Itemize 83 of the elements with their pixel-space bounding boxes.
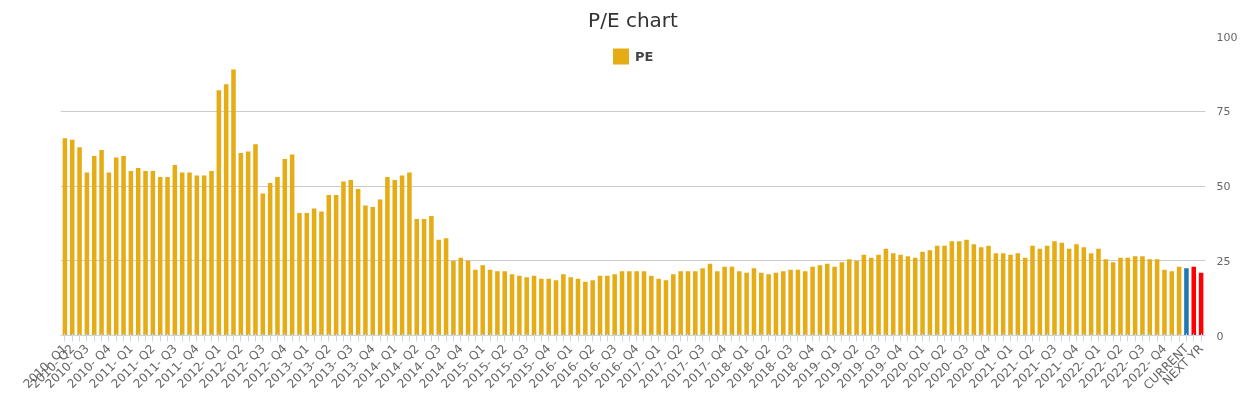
bar: [1052, 241, 1057, 336]
bar: [1118, 257, 1123, 336]
bar: [986, 245, 991, 336]
bar: [693, 271, 698, 336]
bar: [407, 172, 412, 336]
bar: [121, 156, 126, 336]
bar: [436, 239, 442, 336]
bar: [1096, 248, 1101, 336]
bar: [627, 271, 632, 336]
bar: [1008, 254, 1013, 336]
bar: [781, 271, 786, 336]
bar: [942, 245, 947, 336]
bar: [854, 260, 859, 336]
bar: [539, 278, 544, 336]
y-tick-label: 0: [1216, 329, 1224, 343]
bar: [524, 277, 529, 336]
bar: [1140, 256, 1145, 336]
bar: [275, 177, 280, 336]
bar: [99, 150, 104, 336]
bar: [568, 277, 573, 336]
bar: [341, 181, 346, 336]
bar: [69, 139, 75, 336]
bar: [737, 271, 742, 336]
bar: [649, 275, 654, 336]
bar: [1191, 266, 1197, 336]
bar: [392, 180, 398, 336]
bar: [253, 144, 258, 336]
bar: [868, 257, 874, 336]
chart-title: P/E chart: [588, 7, 679, 32]
bar: [1184, 268, 1189, 336]
bar: [319, 211, 324, 336]
y-tick-label: 50: [1216, 180, 1231, 193]
y-tick-label: 75: [1216, 105, 1231, 119]
bar: [722, 266, 727, 336]
bar: [517, 275, 522, 336]
bar: [846, 259, 852, 336]
bar: [502, 271, 507, 336]
bar: [920, 251, 925, 336]
bar: [802, 271, 808, 336]
bar: [671, 274, 676, 336]
bar: [590, 280, 595, 336]
bar: [634, 271, 639, 336]
bar: [77, 147, 82, 336]
legend-label: PE: [635, 48, 655, 64]
bar: [656, 278, 661, 336]
bar: [766, 274, 771, 336]
bar: [744, 272, 749, 336]
bar: [231, 69, 236, 336]
bar: [583, 281, 588, 336]
bar: [165, 177, 170, 336]
bar: [429, 215, 434, 336]
bar: [297, 212, 302, 336]
bar: [832, 266, 837, 336]
bar: [187, 172, 192, 336]
bar: [458, 257, 464, 336]
bar: [824, 263, 830, 336]
bar: [788, 269, 793, 336]
bar: [480, 265, 485, 336]
bar: [1162, 269, 1167, 336]
bar: [561, 274, 566, 336]
bar: [605, 275, 610, 336]
bar: [1030, 245, 1035, 336]
bar: [143, 171, 148, 336]
bar: [964, 239, 969, 336]
bar: [495, 271, 500, 336]
bar: [678, 271, 683, 336]
bar: [546, 278, 551, 336]
bar: [700, 268, 705, 336]
bar: [1074, 244, 1079, 336]
bar: [414, 218, 420, 336]
bar: [715, 271, 720, 336]
y-tick-label: 100: [1216, 30, 1238, 44]
bar: [759, 272, 764, 336]
bar: [810, 266, 815, 336]
bar: [612, 274, 617, 336]
bar: [898, 254, 903, 336]
bar: [473, 269, 478, 336]
bar: [876, 254, 881, 336]
bar: [363, 205, 368, 336]
bar: [385, 177, 390, 336]
bar: [209, 171, 214, 336]
y-tick-label: 25: [1216, 254, 1231, 268]
bar: [451, 260, 456, 336]
